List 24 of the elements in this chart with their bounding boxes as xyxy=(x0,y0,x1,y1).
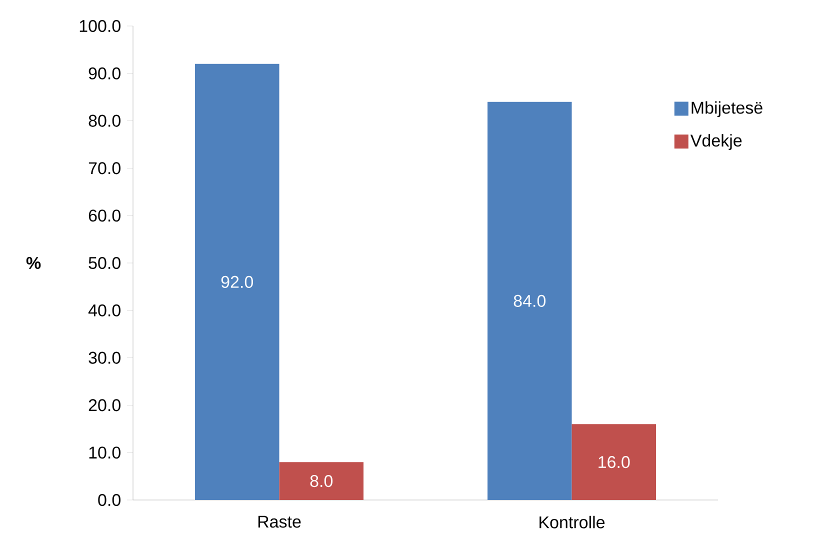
bar xyxy=(488,102,572,500)
data-label: 84.0 xyxy=(514,294,546,307)
data-label: 16.0 xyxy=(598,456,630,468)
y-tick-label: 90.0 xyxy=(88,67,120,80)
y-tick-label: 100.0 xyxy=(80,20,120,32)
bar xyxy=(195,64,280,500)
y-tick-label: 20.0 xyxy=(88,399,120,412)
y-tick-label: 80.0 xyxy=(88,114,120,127)
y-tick-label: 60.0 xyxy=(88,210,120,222)
y-tick-label: 70.0 xyxy=(88,162,120,174)
data-label: 8.0 xyxy=(310,475,333,488)
y-tick-label: 40.0 xyxy=(88,304,120,316)
legend-label: Mbijetesë xyxy=(692,101,762,118)
x-tick-label: Raste xyxy=(258,516,301,528)
y-axis-title: % xyxy=(26,257,41,269)
legend-label: Vdekje xyxy=(690,134,742,150)
y-tick-label: 10.0 xyxy=(89,446,120,459)
x-tick-label: Kontrolle xyxy=(540,516,605,528)
data-label: 92.0 xyxy=(221,276,254,288)
y-tick-label: 30.0 xyxy=(88,352,120,364)
bar xyxy=(572,424,656,500)
y-tick-label: 50.0 xyxy=(88,256,120,270)
y-tick-label: 0.0 xyxy=(98,494,120,506)
bar xyxy=(279,462,364,500)
